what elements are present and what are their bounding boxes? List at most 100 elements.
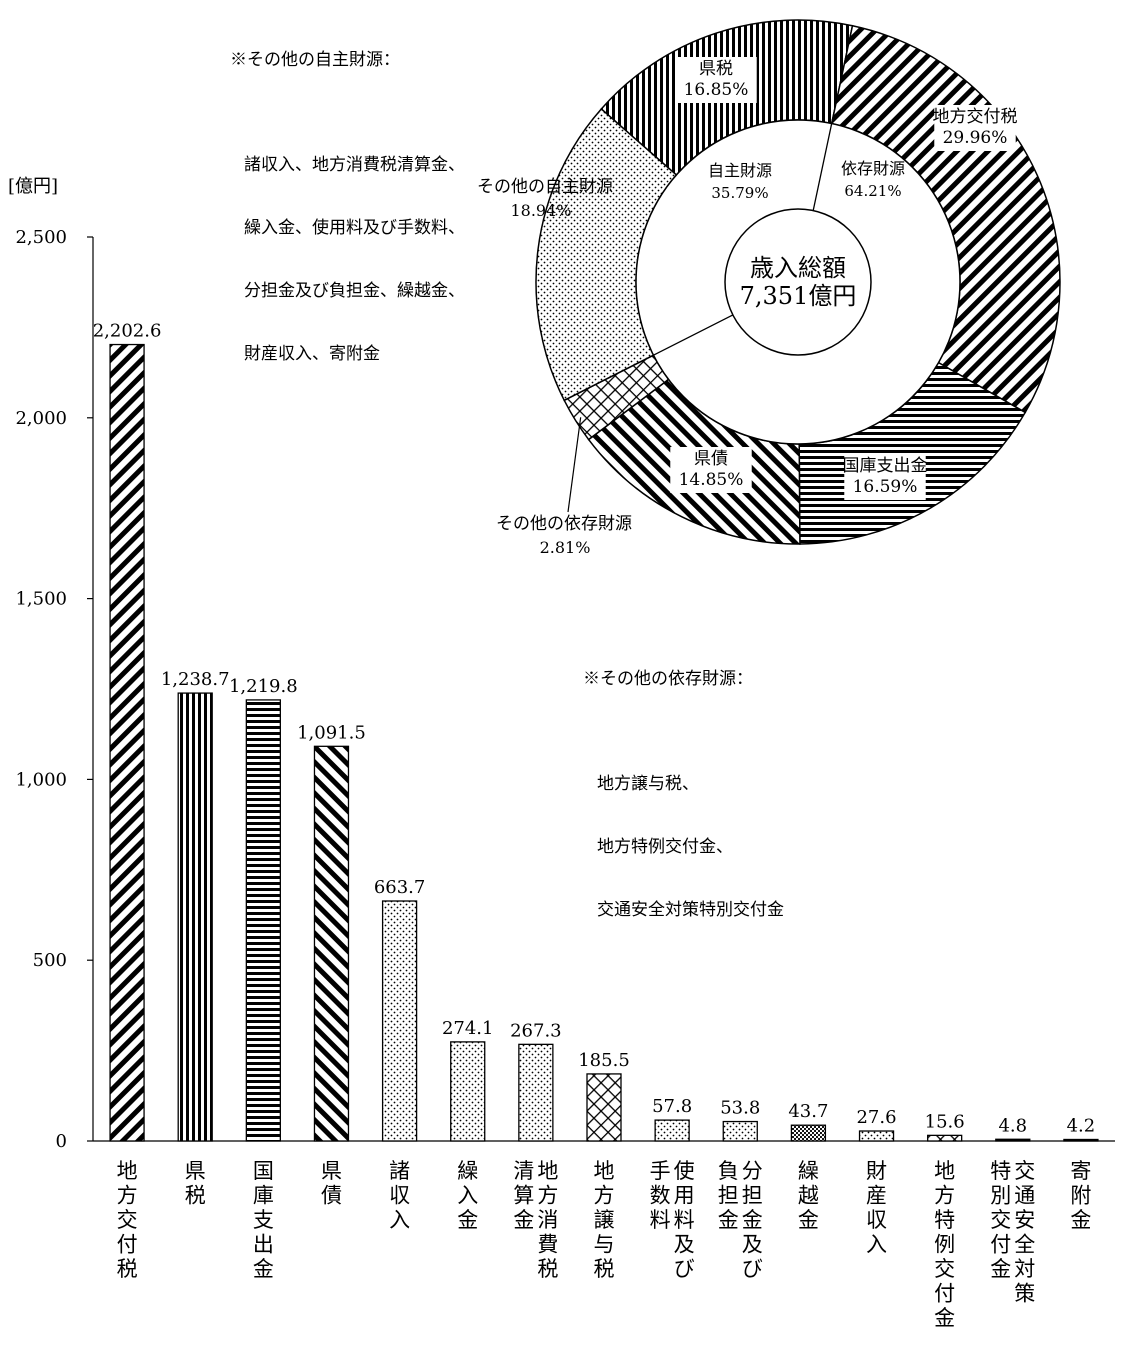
bar-value-label: 267.3 (510, 1020, 562, 1041)
x-category-char: 付 (117, 1233, 138, 1257)
slice-value-label: 16.85% (684, 80, 749, 100)
x-category-char: 附 (1070, 1184, 1091, 1208)
x-category-char: 算 (513, 1184, 534, 1208)
x-category-char: 金 (990, 1257, 1011, 1281)
bar (381, 900, 418, 1142)
donut-center (724, 208, 872, 356)
bar (245, 699, 281, 1142)
x-category-char: 分 (742, 1159, 763, 1183)
x-category-char: 対 (1014, 1257, 1035, 1281)
bar-value-label: 53.8 (720, 1098, 760, 1119)
x-category-char: 地 (537, 1159, 558, 1183)
x-category-char: 収 (866, 1208, 887, 1232)
x-category-char: び (674, 1257, 695, 1281)
x-category-char: 入 (457, 1184, 478, 1208)
x-category-char: 方 (594, 1184, 615, 1208)
x-category-char: 金 (718, 1208, 739, 1232)
x-category-char: 庫 (253, 1184, 274, 1208)
x-category-char: 用 (674, 1184, 695, 1208)
x-axis-labels: 地方交付税県税国庫支出金県債諸収入繰入金地方消費税清算金地方譲与税使用料及び手数… (117, 1159, 1092, 1330)
x-category-char: 交 (934, 1257, 955, 1281)
own-other-note-line: 繰入金、使用料及び手数料、 (244, 218, 465, 238)
x-category-char: 譲 (594, 1208, 615, 1232)
bar (858, 1130, 895, 1142)
x-category-char: 付 (990, 1233, 1011, 1257)
x-category-char: 負 (718, 1159, 739, 1183)
bar (927, 1134, 963, 1142)
x-category-char: 担 (742, 1184, 763, 1208)
slice-label: 国庫支出金 (843, 456, 928, 476)
donut-center-title: 歳入総額 (750, 254, 846, 282)
bar (654, 1119, 690, 1142)
x-category-char: 方 (117, 1184, 138, 1208)
y-tick-label: 1,000 (15, 769, 67, 790)
x-category-char: 地 (934, 1159, 955, 1183)
x-category-char: 税 (117, 1257, 138, 1281)
x-category-char: 金 (934, 1306, 955, 1330)
x-category-char: 繰 (798, 1159, 819, 1183)
x-category-char: 料 (650, 1208, 671, 1232)
bar (995, 1138, 1031, 1142)
x-category-char: 税 (594, 1257, 615, 1281)
x-category-char: 全 (1014, 1233, 1035, 1257)
x-category-char: 債 (321, 1184, 342, 1208)
x-category-char: 金 (798, 1208, 819, 1232)
slice-label: 県債 (694, 449, 728, 469)
x-category-char: 例 (934, 1233, 955, 1257)
x-category-char: 策 (1014, 1282, 1035, 1306)
bar-value-label: 1,219.8 (229, 676, 298, 697)
own-other-note-line: 分担金及び負担金、繰越金、 (244, 281, 465, 301)
dep-other-note: ※その他の依存財源： 地方譲与税、 地方特例交付金、 交通安全対策特別交付金 (583, 627, 784, 984)
y-tick-label: 2,000 (15, 408, 67, 429)
own-other-note-line: 諸収入、地方消費税清算金、 (244, 155, 465, 175)
slice-label: 県税 (699, 59, 733, 79)
bar (518, 1043, 554, 1142)
x-category-char: 税 (537, 1257, 558, 1281)
slice-label: 地方交付税 (933, 107, 1018, 127)
x-category-char: 及 (742, 1233, 763, 1257)
dep-other-note-title: ※その他の依存財源： (583, 669, 753, 689)
bar-value-label: 4.8 (998, 1115, 1027, 1136)
inner-divider (653, 314, 734, 356)
bar (177, 692, 213, 1142)
slice-value-label: 29.96% (943, 128, 1008, 148)
x-category-char: び (742, 1257, 763, 1281)
bar-value-label: 2,202.6 (93, 321, 162, 342)
x-category-char: 手 (650, 1159, 671, 1183)
x-category-char: 金 (457, 1208, 478, 1232)
inner-value-label: 64.21% (844, 182, 901, 200)
inner-value-label: 35.79% (711, 184, 768, 202)
bar-value-label: 27.6 (856, 1107, 896, 1128)
x-category-char: 金 (253, 1257, 274, 1281)
x-category-char: 安 (1014, 1208, 1035, 1232)
x-category-char: 産 (866, 1184, 887, 1208)
x-category-char: 特 (990, 1159, 1011, 1183)
leader-line (567, 417, 582, 513)
x-category-char: 支 (253, 1208, 274, 1232)
x-category-char: 県 (321, 1159, 342, 1183)
x-category-char: 清 (513, 1159, 534, 1183)
x-category-char: 金 (513, 1208, 534, 1232)
x-category-char: 通 (1014, 1184, 1035, 1208)
x-category-char: 特 (934, 1208, 955, 1232)
slice-value-label: 18.94% (510, 201, 571, 220)
x-category-char: 越 (798, 1184, 819, 1208)
bar (722, 1120, 758, 1142)
x-category-char: 交 (117, 1208, 138, 1232)
bar-value-label: 15.6 (925, 1111, 965, 1132)
bar (586, 1073, 622, 1142)
bar-value-label: 185.5 (578, 1050, 630, 1071)
dep-other-note-line: 地方譲与税、 (597, 774, 699, 794)
y-tick-label: 0 (56, 1131, 67, 1152)
own-other-note-line: 財産収入、寄附金 (244, 344, 380, 364)
x-category-char: 及 (674, 1233, 695, 1257)
bar-series: 2,202.6 1,238.7 1,219.8 1,091.5 663.7 274.1 26… (93, 321, 1099, 1142)
own-other-note: ※その他の自主財源： 諸収入、地方消費税清算金、 繰入金、使用料及び手数料、 分… (230, 8, 465, 428)
own-other-note-title: ※その他の自主財源： (230, 50, 400, 70)
slice-label: その他の依存財源 (496, 514, 632, 534)
x-category-char: 寄 (1070, 1159, 1091, 1183)
